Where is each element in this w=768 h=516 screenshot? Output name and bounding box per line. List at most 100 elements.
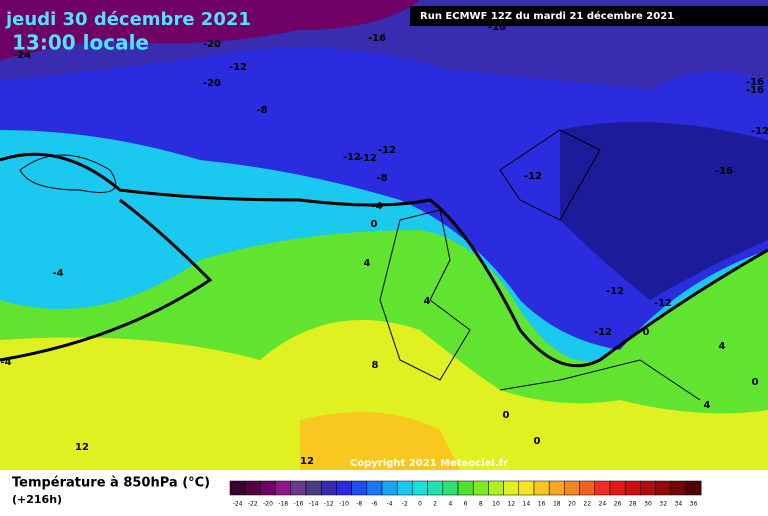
- legend-swatch: [396, 480, 413, 496]
- legend-swatch: [624, 480, 641, 496]
- legend-swatch: [457, 480, 474, 496]
- contour-label: 4: [364, 258, 371, 269]
- legend-swatch: [351, 480, 368, 496]
- legend-swatch: [533, 480, 550, 496]
- contour-label: 0: [752, 377, 759, 388]
- legend-swatch: [548, 480, 565, 496]
- isotherm: [0, 198, 213, 362]
- lead: (+216h): [12, 493, 62, 506]
- legend-tick: 24: [599, 501, 607, 508]
- legend-swatch: [640, 480, 656, 496]
- zero-isotherm: [0, 152, 768, 368]
- legend-swatch: [564, 480, 580, 496]
- contour-label: -12: [654, 298, 672, 309]
- contour-label: -24: [13, 50, 31, 61]
- legend-tick: -16: [293, 501, 303, 508]
- coastline: [379, 209, 471, 381]
- contour-label: -12: [359, 153, 377, 164]
- run: Run ECMWF 12Z du mardi 21 décembre 2021: [420, 10, 674, 22]
- contour-label: 0: [643, 327, 650, 338]
- legend-tick: -14: [309, 501, 319, 508]
- legend-swatch: [579, 480, 596, 496]
- contour-label: -16: [715, 166, 733, 177]
- field-core: [560, 122, 768, 300]
- legend-tick: 30: [644, 501, 652, 508]
- legend-swatch: [381, 480, 398, 496]
- legend-tick: 6: [464, 501, 468, 508]
- legend-swatch: [488, 480, 504, 496]
- contour-label: -12: [524, 171, 542, 182]
- run-box: [410, 6, 768, 26]
- legend-title: Température à 850hPa (°C): [12, 476, 210, 491]
- date: jeudi 30 décembre 2021: [5, 9, 251, 30]
- contour-label: 8: [372, 360, 379, 371]
- contour-label: -20: [203, 78, 221, 89]
- legend-tick: 2: [433, 501, 437, 508]
- legend-tick: -12: [324, 501, 334, 508]
- legend-swatch: [305, 480, 322, 496]
- contour-label: 0: [534, 436, 541, 447]
- contour-label: -12: [606, 286, 624, 297]
- legend-tick: 26: [614, 501, 622, 508]
- legend-tick: 36: [690, 501, 698, 508]
- legend-swatch: [260, 480, 276, 496]
- contour-label: -4: [371, 201, 382, 212]
- legend-tick: 20: [568, 501, 576, 508]
- legend-tick: 14: [523, 501, 531, 508]
- contour-label: -8: [376, 173, 387, 184]
- contour-label: 4: [424, 296, 431, 307]
- contour-label: 0: [503, 410, 510, 421]
- contour-label: -12: [594, 327, 612, 338]
- legend-swatch: [670, 480, 687, 496]
- legend-swatch: [229, 480, 246, 496]
- legend-tick: 0: [418, 501, 422, 508]
- legend-tick: 4: [448, 501, 452, 508]
- copyright: Copyright 2021 Meteociel.fr: [350, 458, 508, 469]
- legend-tick: 34: [675, 501, 683, 508]
- contour-label: -16: [368, 33, 386, 44]
- contour-label: -4: [0, 357, 11, 368]
- legend-swatch: [366, 480, 383, 496]
- legend-tick: 22: [583, 501, 591, 508]
- legend-tick: -8: [356, 501, 362, 508]
- legend-swatch: [412, 480, 428, 496]
- legend-tick: 16: [538, 501, 546, 508]
- legend-swatch: [609, 480, 626, 496]
- legend-swatch: [290, 480, 307, 496]
- legend-tick: 10: [492, 501, 500, 508]
- contour-label: -16: [488, 22, 506, 33]
- legend-swatch: [427, 480, 444, 496]
- contour-label: -12: [378, 145, 396, 156]
- contour-label: 12: [300, 456, 314, 467]
- legend-tick: 8: [479, 501, 483, 508]
- legend-tick: -4: [387, 501, 393, 508]
- legend-tick: -6: [371, 501, 377, 508]
- legend-tick: 12: [507, 501, 515, 508]
- legend-tick: -10: [339, 501, 349, 508]
- coastline: [19, 154, 117, 193]
- legend-tick: -24: [233, 501, 243, 508]
- contour-label: -12: [343, 152, 361, 163]
- contour-label: 0: [371, 219, 378, 230]
- legend-swatch: [594, 480, 611, 496]
- coastline: [499, 129, 701, 401]
- legend-swatch: [442, 480, 459, 496]
- contour-label: -12: [229, 62, 247, 73]
- legend-tick: -18: [278, 501, 288, 508]
- contour-label: -16: [746, 77, 764, 88]
- contour-label: -8: [256, 105, 267, 116]
- legend-swatch: [518, 480, 535, 496]
- time: 13:00 locale: [12, 31, 149, 55]
- legend-tick: 28: [629, 501, 637, 508]
- legend-swatch: [320, 480, 337, 496]
- contour-label: -4: [52, 268, 63, 279]
- legend-swatch: [472, 480, 489, 496]
- legend-swatch: [275, 480, 292, 496]
- contour-label: -20: [203, 39, 221, 50]
- legend-swatch: [244, 480, 261, 496]
- legend-tick: 32: [659, 501, 667, 508]
- legend-tick: -22: [248, 501, 258, 508]
- contour-label: 4: [704, 400, 711, 411]
- contour-label: 4: [719, 341, 726, 352]
